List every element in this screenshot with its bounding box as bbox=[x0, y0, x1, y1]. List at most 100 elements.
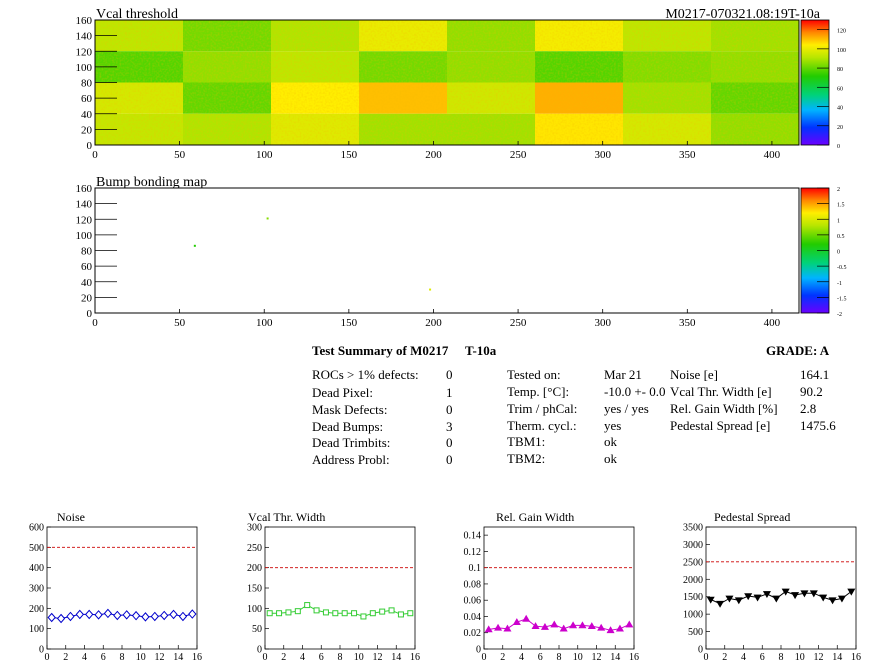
vcal-map-palette-tick-label: 20 bbox=[837, 125, 843, 131]
bump-map-palette-tick-label: 2 bbox=[837, 187, 840, 193]
vcal-map-x-tick-label: 0 bbox=[92, 149, 98, 161]
condition-label: Temp. [°C]: bbox=[507, 384, 570, 399]
gain-width-point bbox=[615, 624, 624, 632]
pedestal-spread-point bbox=[809, 590, 818, 598]
vcal-map-y-tick-label: 100 bbox=[76, 62, 93, 74]
bump-map-x-tick-label: 250 bbox=[510, 317, 527, 329]
bump-map-axes: 0 50 100 150 200 250 300 350 400 0 20 40 60 80 100 120 1… bbox=[76, 183, 781, 329]
vcal-map-x-tick-label: 50 bbox=[174, 149, 186, 161]
gain-width-point bbox=[587, 622, 596, 630]
pedestal-spread-point bbox=[706, 596, 715, 604]
vcal-width-point bbox=[351, 610, 358, 617]
module-id-label: M0217-070321.08:19T-10a bbox=[665, 7, 820, 22]
pedestal-spread-point bbox=[762, 591, 771, 599]
noise-x-tick-label: 16 bbox=[192, 652, 202, 663]
vcal-map-y-tick-label: 20 bbox=[81, 124, 93, 136]
gain-width-x-tick-label: 16 bbox=[629, 652, 639, 663]
pedestal-spread-point bbox=[734, 597, 743, 605]
bump-map-title: Bump bonding map bbox=[96, 175, 207, 190]
pedestal-spread-y-tick-label: 0 bbox=[698, 645, 703, 656]
vcal-width-point bbox=[332, 610, 339, 617]
gain-width-point bbox=[540, 622, 549, 630]
defect-label: Dead Trimbits: bbox=[312, 435, 391, 450]
vcal-width-y-tick-label: 150 bbox=[247, 584, 262, 595]
noise-point bbox=[160, 610, 169, 621]
result-label: Pedestal Spread [e] bbox=[670, 418, 771, 433]
vcal-width-title: Vcal Thr. Width bbox=[248, 510, 325, 524]
gain-width-y-tick-label: 0.12 bbox=[464, 547, 482, 558]
bump-map-frame bbox=[94, 187, 800, 314]
result-label: Vcal Thr. Width [e] bbox=[670, 384, 772, 399]
defect-label: Dead Pixel: bbox=[312, 385, 374, 400]
pedestal-spread-point bbox=[837, 595, 846, 603]
condition-value: ok bbox=[604, 434, 617, 449]
gain-width-point bbox=[625, 620, 634, 628]
pedestal-spread-series-line bbox=[710, 590, 852, 605]
vcal-width-x-tick-label: 6 bbox=[319, 652, 324, 663]
gain-width-x-tick-label: 10 bbox=[573, 652, 583, 663]
defect-label: Dead Bumps: bbox=[312, 419, 384, 434]
bump-map-x-tick-label: 50 bbox=[174, 317, 186, 329]
vcal-map-palette-tick-label: 40 bbox=[837, 106, 843, 112]
bump-pixel bbox=[266, 217, 269, 220]
bump-map-y-tick-label: 20 bbox=[81, 292, 93, 304]
bump-map-y-tick-label: 0 bbox=[87, 308, 93, 320]
vcal-width-point bbox=[304, 602, 311, 609]
vcal-map-x-tick-label: 250 bbox=[510, 149, 527, 161]
condition-value: ok bbox=[604, 451, 617, 466]
noise-point bbox=[122, 610, 131, 620]
vcal-map-palette-tick-label: 80 bbox=[837, 67, 843, 73]
pedestal-spread-point bbox=[725, 595, 734, 603]
vcal-thr-width-plot: Vcal Thr. Width 0 2 4 6 8 10 12 14 16 0 50 100 150 200… bbox=[247, 510, 420, 663]
vcal-width-y-tick-label: 0 bbox=[257, 645, 262, 656]
pedestal-spread-frame bbox=[705, 526, 857, 650]
bump-map-palette-tick-label: 1 bbox=[837, 218, 840, 224]
gain-width-point bbox=[522, 614, 531, 622]
vcal-width-x-tick-label: 2 bbox=[281, 652, 286, 663]
bump-map-palette-tick-label: -2 bbox=[837, 312, 842, 318]
condition-label: Tested on: bbox=[507, 367, 561, 382]
pedestal-spread-point bbox=[781, 588, 790, 596]
vcal-width-point bbox=[294, 608, 301, 615]
vcal-width-point bbox=[388, 607, 395, 614]
noise-y-tick-label: 600 bbox=[29, 523, 44, 534]
bump-bonding-map: Bump bonding map 0 50 100 150 200 250 300 350 40… bbox=[76, 175, 847, 329]
condition-value: Mar 21 bbox=[604, 367, 642, 382]
noise-point bbox=[131, 610, 141, 621]
vcal-width-point bbox=[360, 613, 367, 620]
pedestal-spread-x-tick-label: 6 bbox=[760, 652, 765, 663]
pedestal-spread-title: Pedestal Spread bbox=[714, 510, 790, 524]
gain-width-series-line bbox=[488, 618, 630, 631]
bump-map-x-tick-label: 400 bbox=[764, 317, 781, 329]
noise-x-tick-label: 0 bbox=[45, 652, 50, 663]
gain-width-point bbox=[569, 621, 578, 629]
pedestal-spread-x-tick-label: 10 bbox=[795, 652, 805, 663]
noise-y-tick-label: 300 bbox=[29, 584, 44, 595]
pedestal-spread-point bbox=[800, 590, 809, 598]
pedestal-spread-x-tick-label: 0 bbox=[704, 652, 709, 663]
gain-width-point bbox=[550, 620, 559, 628]
result-value: 164.1 bbox=[800, 367, 830, 382]
gain-width-x-tick-label: 2 bbox=[500, 652, 505, 663]
pedestal-spread-x-tick-label: 12 bbox=[814, 652, 824, 663]
vcal-width-x-tick-label: 14 bbox=[391, 652, 401, 663]
gain-width-x-tick-label: 14 bbox=[610, 652, 620, 663]
gain-width-point bbox=[606, 626, 615, 634]
gain-width-x-tick-label: 12 bbox=[592, 652, 602, 663]
noise-point bbox=[75, 609, 84, 620]
vcal-width-series-line bbox=[269, 604, 411, 618]
condition-value: -10.0 +- 0.0 bbox=[604, 384, 666, 399]
bump-map-y-tick-label: 80 bbox=[81, 246, 93, 258]
vcal-map-x-tick-label: 400 bbox=[764, 149, 781, 161]
vcal-width-point bbox=[369, 610, 376, 617]
vcal-map-x-tick-label: 150 bbox=[341, 149, 358, 161]
vcal-map-palette bbox=[800, 19, 830, 146]
pedestal-spread-y-tick-label: 1500 bbox=[683, 592, 703, 603]
bump-map-x-tick-label: 150 bbox=[341, 317, 358, 329]
gain-width-x-tick-label: 8 bbox=[557, 652, 562, 663]
vcal-width-x-tick-label: 4 bbox=[300, 652, 305, 663]
vcal-width-point bbox=[397, 611, 404, 618]
vcal-width-point bbox=[266, 610, 273, 617]
defect-label: ROCs > 1% defects: bbox=[312, 367, 419, 382]
